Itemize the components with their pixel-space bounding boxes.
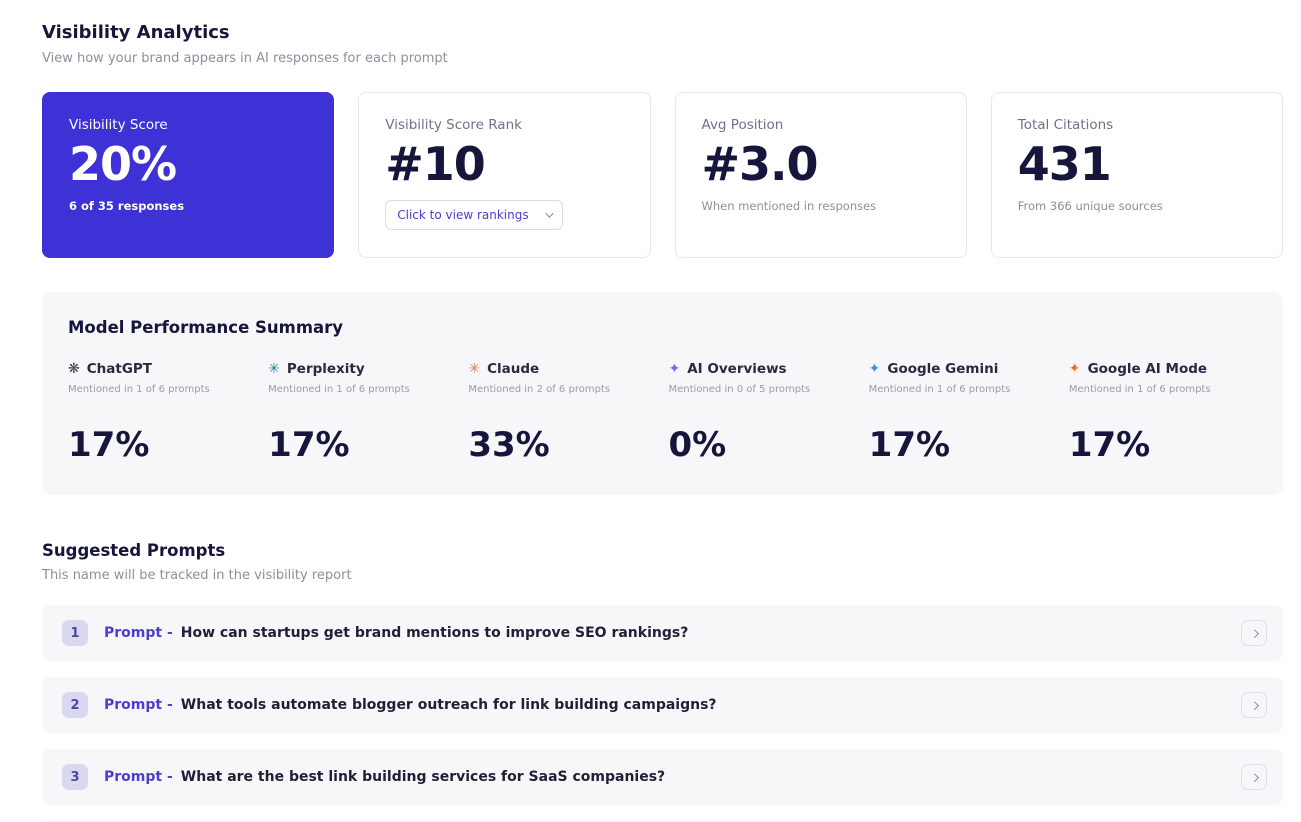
model-score: 17% <box>1068 425 1151 465</box>
model-mentions: Mentioned in 1 of 6 prompts <box>868 384 1011 395</box>
model-score: 17% <box>68 425 150 465</box>
chevron-right-icon <box>1250 773 1259 782</box>
prompt-number-badge: 3 <box>62 764 88 790</box>
model-google-ai-mode: ✦ Google AI Mode Mentioned in 1 of 6 pro… <box>1069 361 1257 465</box>
model-mentions: Mentioned in 1 of 6 prompts <box>68 384 210 395</box>
model-grid: ❋ ChatGPT Mentioned in 1 of 6 prompts 17… <box>68 361 1257 465</box>
model-name: ChatGPT <box>86 361 152 377</box>
card-subtext: 6 of 35 responses <box>69 198 185 213</box>
prompt-prefix: Prompt - <box>104 769 173 785</box>
prompt-row-1[interactable]: 1 Prompt - How can startups get brand me… <box>42 605 1283 661</box>
stat-cards-row: Visibility Score 20% 6 of 35 responses V… <box>42 92 1283 258</box>
model-score: 17% <box>268 425 350 465</box>
avg-position-card: Avg Position #3.0 When mentioned in resp… <box>674 92 967 258</box>
model-score: 33% <box>468 425 550 465</box>
model-mentions: Mentioned in 1 of 6 prompts <box>268 384 410 395</box>
visibility-rank-value: #10 <box>385 137 486 191</box>
prompt-list: 1 Prompt - How can startups get brand me… <box>42 605 1283 822</box>
card-label: Total Citations <box>1017 117 1114 133</box>
prompt-number-badge: 2 <box>62 692 88 718</box>
model-name: AI Overviews <box>687 361 787 377</box>
model-ai-overviews: ✦ AI Overviews Mentioned in 0 of 5 promp… <box>669 361 857 465</box>
model-performance-summary: Model Performance Summary ❋ ChatGPT Ment… <box>42 292 1283 495</box>
total-citations-value: 431 <box>1017 137 1112 191</box>
model-mentions: Mentioned in 1 of 6 prompts <box>1068 384 1211 395</box>
prompt-prefix: Prompt - <box>104 697 173 713</box>
model-name: Google Gemini <box>887 361 999 377</box>
suggested-prompts-section: Suggested Prompts This name will be trac… <box>42 541 1283 822</box>
google-ai-mode-icon: ✦ <box>1068 361 1081 377</box>
prompt-row-2[interactable]: 2 Prompt - What tools automate blogger o… <box>42 677 1283 733</box>
model-summary-title: Model Performance Summary <box>68 318 344 337</box>
suggested-prompts-title: Suggested Prompts <box>42 541 226 560</box>
chevron-down-icon <box>544 208 554 218</box>
view-rankings-label: Click to view rankings <box>397 207 529 222</box>
model-mentions: Mentioned in 2 of 6 prompts <box>468 384 611 395</box>
perplexity-icon: ✳ <box>268 361 280 377</box>
prompt-prefix: Prompt - <box>104 625 173 641</box>
chevron-right-icon <box>1250 701 1259 710</box>
model-name: Google AI Mode <box>1087 361 1208 377</box>
prompt-open-button[interactable] <box>1241 620 1267 646</box>
claude-icon: ✳ <box>468 361 481 377</box>
model-name: Claude <box>487 361 540 377</box>
prompt-text: What are the best link building services… <box>180 769 666 785</box>
ai-overviews-icon: ✦ <box>668 361 681 377</box>
model-google-gemini: ✦ Google Gemini Mentioned in 1 of 6 prom… <box>869 361 1057 465</box>
prompt-open-button[interactable] <box>1241 764 1267 790</box>
chevron-right-icon <box>1250 629 1259 638</box>
total-citations-card: Total Citations 431 From 366 unique sour… <box>990 92 1283 258</box>
prompt-number-badge: 1 <box>62 620 88 646</box>
prompt-open-button[interactable] <box>1241 692 1267 718</box>
model-claude: ✳ Claude Mentioned in 2 of 6 prompts 33% <box>468 361 656 465</box>
model-score: 17% <box>868 425 951 465</box>
chatgpt-icon: ❋ <box>68 361 80 377</box>
page-subtitle: View how your brand appears in AI respon… <box>42 51 448 66</box>
card-subtext: When mentioned in responses <box>701 198 877 213</box>
visibility-score-card: Visibility Score 20% 6 of 35 responses <box>42 92 335 258</box>
visibility-score-rank-card: Visibility Score Rank #10 Click to view … <box>358 92 651 258</box>
card-label: Visibility Score <box>69 117 168 133</box>
avg-position-value: #3.0 <box>701 137 819 191</box>
model-chatgpt: ❋ ChatGPT Mentioned in 1 of 6 prompts 17… <box>68 361 256 465</box>
model-score: 0% <box>668 425 727 465</box>
suggested-prompts-subtitle: This name will be tracked in the visibil… <box>42 568 352 583</box>
card-subtext: From 366 unique sources <box>1017 198 1163 213</box>
card-label: Avg Position <box>701 117 784 133</box>
prompt-text: How can startups get brand mentions to i… <box>180 625 689 641</box>
prompt-text: What tools automate blogger outreach for… <box>180 697 717 713</box>
model-name: Perplexity <box>286 361 365 377</box>
prompt-row-3[interactable]: 3 Prompt - What are the best link buildi… <box>42 749 1283 805</box>
model-perplexity: ✳ Perplexity Mentioned in 1 of 6 prompts… <box>268 361 456 465</box>
gemini-icon: ✦ <box>868 361 881 377</box>
view-rankings-dropdown[interactable]: Click to view rankings <box>385 199 563 230</box>
visibility-score-value: 20% <box>69 137 177 191</box>
page-title: Visibility Analytics <box>42 22 230 43</box>
card-label: Visibility Score Rank <box>385 117 522 133</box>
model-mentions: Mentioned in 0 of 5 prompts <box>668 384 811 395</box>
